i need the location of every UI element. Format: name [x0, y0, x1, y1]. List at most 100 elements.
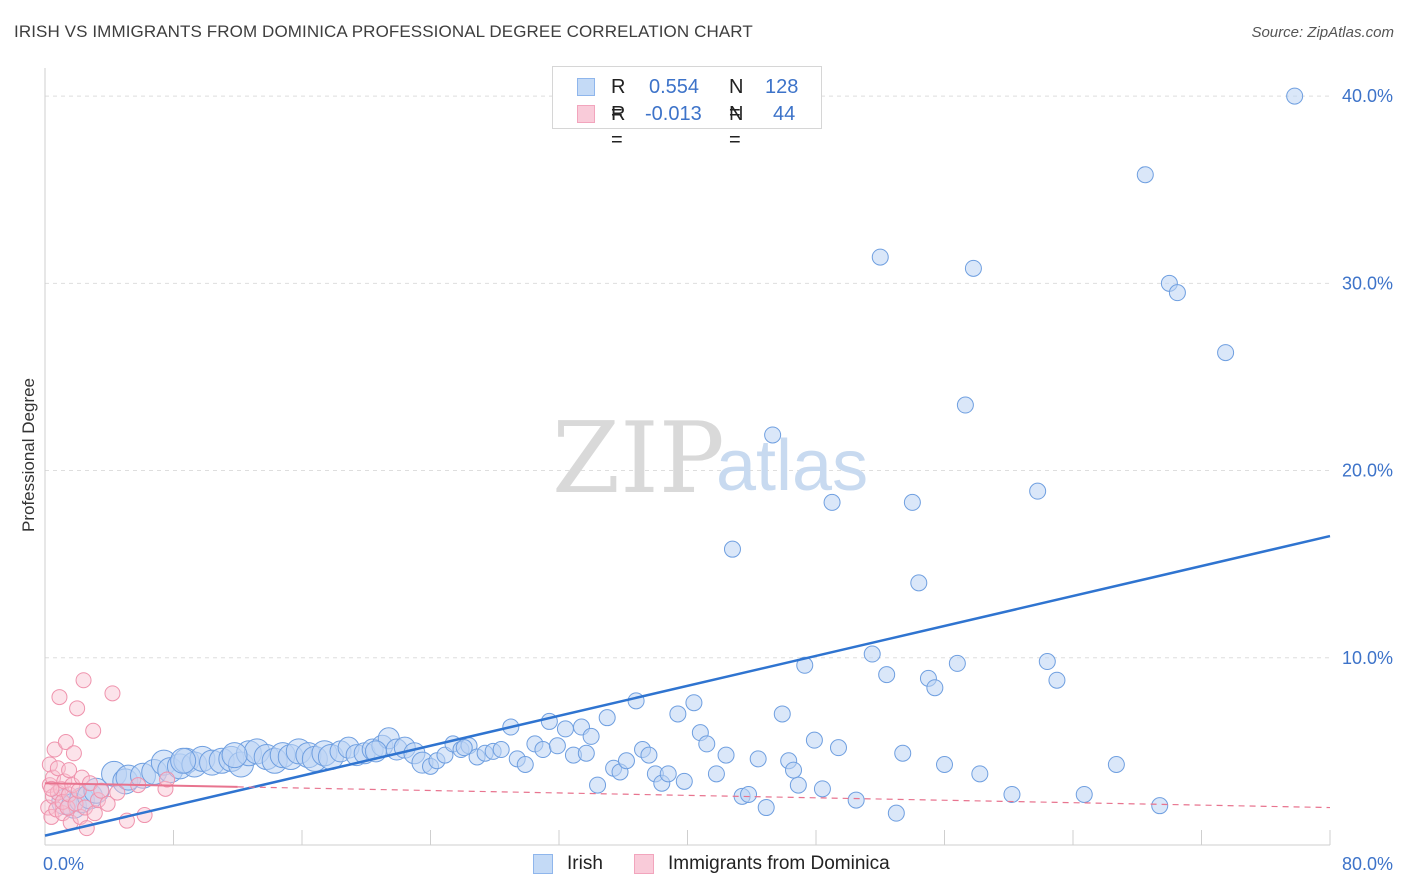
- r-label: R =: [611, 76, 626, 124]
- irish-point: [556, 720, 574, 738]
- irish-point: [659, 765, 677, 783]
- dominica-point: [85, 722, 102, 739]
- watermark-atlas: atlas: [716, 426, 868, 506]
- irish-point: [1136, 166, 1154, 184]
- irish-point: [926, 679, 944, 697]
- irish-point: [910, 574, 928, 592]
- irish-point: [1075, 785, 1093, 803]
- dominica-point: [86, 805, 103, 822]
- dominica-point: [46, 741, 63, 758]
- irish-point: [675, 772, 693, 790]
- dominica-point: [41, 756, 58, 773]
- irish-point: [617, 752, 635, 770]
- irish-point: [878, 666, 896, 684]
- legend-label-irish: Irish: [567, 853, 603, 874]
- dominica-point: [93, 782, 110, 799]
- irish-point: [582, 727, 600, 745]
- irish-point: [757, 799, 775, 817]
- r-value: -0.013: [645, 103, 702, 125]
- legend-label-dominica: Immigrants from Dominica: [668, 853, 890, 874]
- points-layer: [40, 87, 1304, 837]
- y-tick-label: 10.0%: [1342, 648, 1393, 668]
- irish-point: [1107, 755, 1125, 773]
- irish-trendline: [44, 534, 1331, 837]
- grid-layer: [45, 95, 1330, 659]
- irish-point: [749, 750, 767, 768]
- trend-layer: [44, 534, 1331, 837]
- dominica-point: [65, 745, 82, 762]
- dominica-point: [51, 689, 68, 706]
- irish-point: [698, 735, 716, 753]
- x-tick-label: 0.0%: [43, 854, 84, 874]
- dominica-swatch: [577, 105, 595, 123]
- x-tick-label: 80.0%: [1342, 854, 1393, 874]
- irish-point: [1217, 344, 1235, 362]
- r-label: R =: [611, 103, 626, 151]
- irish-point: [492, 741, 510, 759]
- dominica-point: [77, 799, 94, 816]
- dominica-point: [159, 771, 176, 788]
- irish-point: [740, 785, 758, 803]
- chart-source: Source: ZipAtlas.com: [1251, 24, 1394, 41]
- irish-point: [936, 755, 953, 773]
- dominica-points: [40, 672, 176, 837]
- irish-point: [773, 705, 791, 723]
- y-tick-label: 40.0%: [1342, 86, 1393, 106]
- irish-point: [598, 709, 616, 727]
- dominica-point: [104, 685, 121, 702]
- irish-point: [948, 654, 966, 672]
- stats-legend: R = 0.554 N = 128 R = -0.013 N = 44: [552, 66, 822, 151]
- irish-swatch: [577, 78, 595, 96]
- irish-point: [903, 493, 921, 511]
- irish-point: [805, 731, 823, 749]
- irish-point: [823, 493, 841, 511]
- axis-layer: [44, 68, 1331, 846]
- dominica-trendline-solid: [44, 782, 238, 788]
- irish-point: [589, 776, 607, 794]
- irish-point: [707, 765, 725, 783]
- dominica-point: [109, 784, 126, 801]
- dominica-trendline-dashed: [237, 786, 1331, 809]
- irish-point: [548, 737, 566, 755]
- dominica-point: [99, 795, 116, 812]
- dominica-point: [57, 734, 74, 751]
- irish-point: [847, 791, 865, 809]
- irish-point: [871, 248, 889, 266]
- irish-point: [516, 755, 534, 773]
- irish-point: [863, 645, 881, 663]
- watermark: ZIP atlas: [552, 402, 868, 516]
- irish-point: [455, 739, 473, 757]
- y-tick-label: 30.0%: [1342, 273, 1393, 293]
- irish-point: [813, 780, 831, 798]
- dominica-point: [61, 786, 78, 803]
- irish-point: [1151, 797, 1169, 815]
- irish-point: [1168, 284, 1186, 302]
- irish-point: [1038, 653, 1056, 671]
- watermark-zip: ZIP: [552, 402, 725, 516]
- chart-title: IRISH VS IMMIGRANTS FROM DOMINICA PROFES…: [14, 22, 753, 41]
- label-layer: Professional Degree 10.0% 20.0% 30.0% 40.0%…: [19, 86, 1393, 874]
- irish-point: [956, 396, 974, 414]
- y-tick-label: 20.0%: [1342, 461, 1393, 481]
- irish-point: [534, 741, 552, 759]
- y-axis-label: Professional Degree: [19, 378, 38, 532]
- dominica-point: [61, 762, 78, 779]
- irish-point: [1003, 785, 1021, 803]
- dominica-point: [90, 792, 107, 809]
- irish-point: [669, 705, 687, 723]
- irish-point: [785, 761, 803, 779]
- bottom-legend: Irish Immigrants from Dominica: [0, 850, 1406, 880]
- n-label: N =: [729, 76, 744, 124]
- irish-point: [627, 692, 645, 710]
- irish-point: [640, 746, 658, 764]
- irish-point: [685, 694, 703, 712]
- dominica-point: [69, 700, 86, 717]
- r-value: 0.554: [649, 76, 700, 98]
- n-value: 44: [773, 103, 796, 125]
- irish-point: [1286, 87, 1304, 105]
- dominica-point: [43, 780, 60, 797]
- irish-point: [764, 426, 782, 444]
- irish-point: [964, 259, 982, 277]
- dominica-point: [136, 807, 153, 824]
